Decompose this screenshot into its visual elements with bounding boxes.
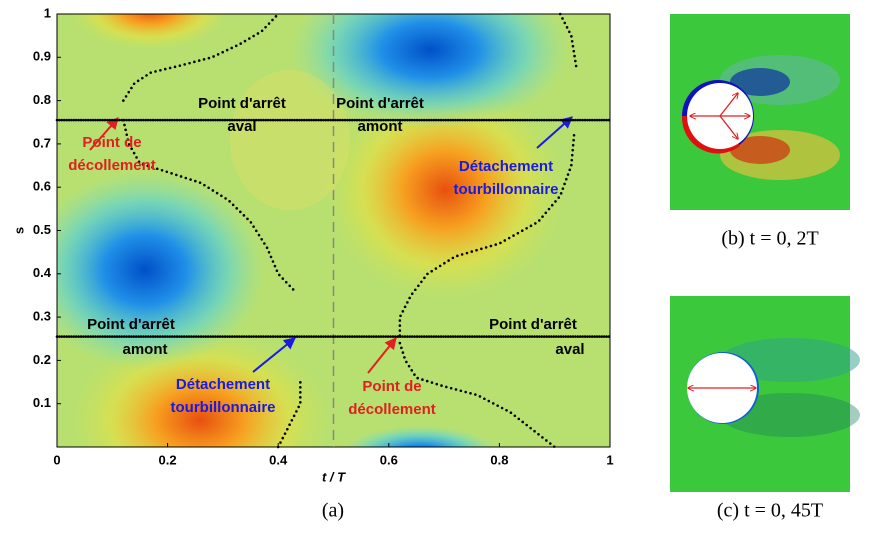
heatmap <box>57 14 610 447</box>
dotted-curve <box>122 12 280 102</box>
y-tick-label: 0.2 <box>33 352 51 367</box>
annotation: Point de <box>362 378 421 395</box>
annotation: décollement <box>68 157 156 174</box>
x-tick-label: 1 <box>606 452 613 467</box>
y-tick-label: 0.7 <box>33 135 51 150</box>
y-tick-label: 0.3 <box>33 309 51 324</box>
y-tick-label: 0.8 <box>33 92 51 107</box>
dotted-curve <box>398 133 576 338</box>
annotation: Point d'arrêt <box>336 95 424 112</box>
y-tick-label: 0.6 <box>33 179 51 194</box>
annotation: Détachement <box>176 376 270 393</box>
annotation: Détachement <box>459 158 553 175</box>
contour <box>720 338 860 382</box>
caption: (a) <box>322 500 344 522</box>
annotation: décollement <box>348 401 436 418</box>
annotation: Point d'arrêt <box>198 95 286 112</box>
y-axis-label: s <box>11 227 26 234</box>
x-tick-label: 0.8 <box>490 452 508 467</box>
y-tick-label: 0.4 <box>33 265 52 280</box>
dotted-curve <box>276 380 302 449</box>
annotation: amont <box>123 341 168 358</box>
dotted-curve <box>122 118 297 293</box>
annotation: tourbillonnaire <box>454 181 559 198</box>
contour <box>730 136 790 164</box>
x-tick-label: 0.6 <box>380 452 398 467</box>
caption: (c) t = 0, 45T <box>717 500 823 522</box>
caption: (b) t = 0, 2T <box>721 228 818 250</box>
y-tick-label: 0.9 <box>33 49 51 64</box>
annotation-arrows <box>89 116 573 374</box>
contour <box>730 68 790 96</box>
x-tick-label: 0 <box>53 452 60 467</box>
dotted-curve <box>398 341 556 449</box>
x-tick-label: 0.2 <box>159 452 177 467</box>
x-axis-label: t / T <box>322 469 346 484</box>
annotation: tourbillonnaire <box>171 399 276 416</box>
annotation: aval <box>227 118 256 135</box>
y-tick-label: 0.1 <box>33 395 51 410</box>
dotted-curve <box>558 12 579 72</box>
annotation: amont <box>358 118 403 135</box>
y-tick-label: 1 <box>44 5 51 20</box>
x-tick-label: 0.4 <box>269 452 288 467</box>
annotation: Point de <box>82 134 141 151</box>
arrows-b <box>690 93 750 139</box>
annotation: aval <box>555 341 584 358</box>
annotation: Point d'arrêt <box>489 316 577 333</box>
annotation: Point d'arrêt <box>87 316 175 333</box>
y-tick-label: 0.5 <box>33 222 51 237</box>
